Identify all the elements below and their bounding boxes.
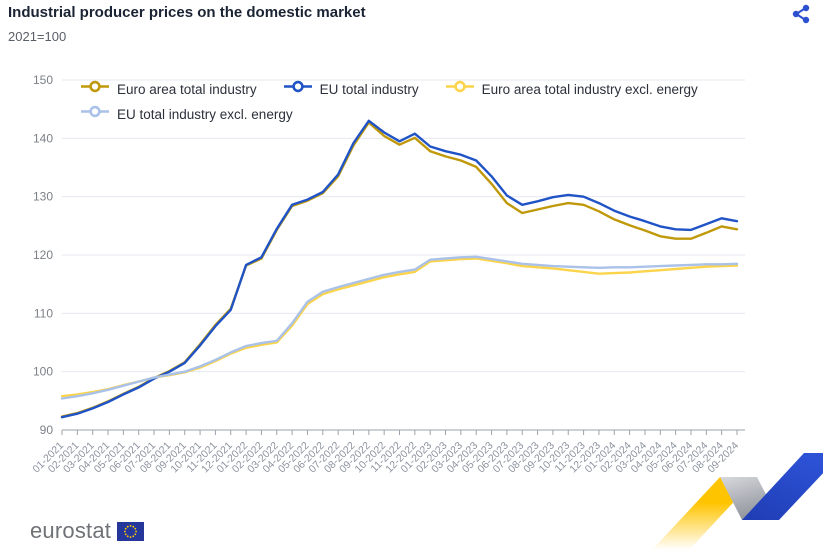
y-axis-tick-label: 150: [33, 73, 53, 87]
line-chart-plot: 9010011012013014015001-202102-202103-202…: [30, 73, 745, 475]
eu-flag-icon: [117, 521, 145, 541]
legend-label: Euro area total industry excl. energy: [481, 81, 698, 97]
eurostat-logo: eurostat: [30, 518, 145, 544]
legend-item-eu-excl-energy[interactable]: EU total industry excl. energy: [80, 105, 293, 123]
legend-row-1: Euro area total industry EU total indust…: [80, 80, 770, 98]
y-axis-tick-label: 110: [34, 306, 53, 320]
chart-legend: Euro area total industry EU total indust…: [80, 80, 770, 123]
ribbon-blue-arm: [742, 453, 823, 520]
y-axis-tick-label: 130: [33, 190, 53, 204]
share-icon-glyph: [792, 4, 810, 24]
legend-item-euro-area-total[interactable]: Euro area total industry: [80, 80, 257, 98]
y-axis-tick-label: 100: [33, 365, 53, 379]
series-line: [60, 119, 739, 419]
series-line: [60, 255, 739, 400]
legend-marker-eu-excl-energy: [80, 105, 110, 123]
index-base-subtitle: 2021=100: [8, 29, 67, 44]
legend-marker-euro-area-excl-energy: [445, 80, 475, 98]
legend-item-euro-area-excl-energy[interactable]: Euro area total industry excl. energy: [445, 80, 698, 98]
legend-item-eu-total[interactable]: EU total industry: [283, 80, 419, 98]
legend-label: EU total industry excl. energy: [117, 106, 293, 122]
legend-label: EU total industry: [319, 81, 419, 97]
legend-marker-eu-total: [283, 80, 313, 98]
y-axis-tick-label: 120: [33, 248, 53, 262]
decorative-ribbon: [652, 453, 823, 550]
eurostat-logo-text: eurostat: [30, 518, 112, 543]
y-axis-tick-label: 140: [33, 131, 53, 145]
legend-marker-euro-area-total: [80, 80, 110, 98]
page-title: Industrial producer prices on the domest…: [8, 4, 366, 21]
share-icon[interactable]: [791, 4, 811, 24]
series-line: [60, 121, 739, 418]
legend-row-2: EU total industry excl. energy: [80, 105, 770, 123]
y-axis-tick-label: 90: [40, 423, 54, 437]
legend-label: Euro area total industry: [117, 81, 257, 97]
